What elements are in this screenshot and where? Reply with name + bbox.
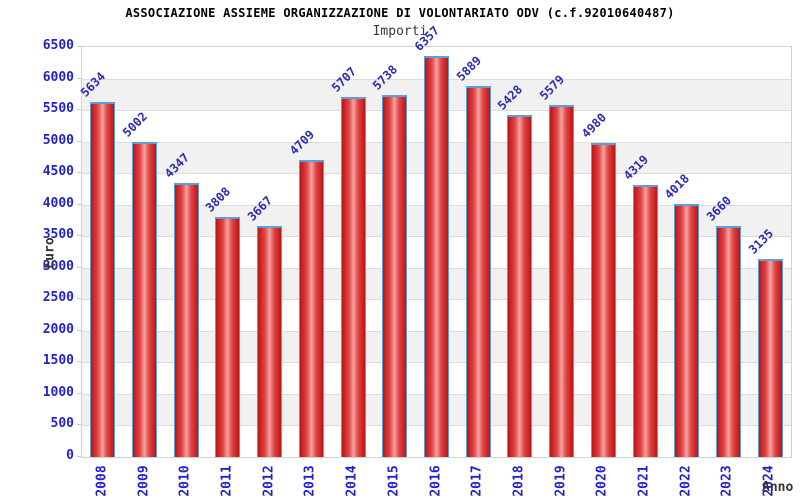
y-tick-label: 6000	[42, 69, 74, 85]
y-tick-mark	[77, 329, 81, 331]
x-tick-label: 2012	[261, 465, 277, 497]
y-tick-label: 2500	[42, 290, 74, 306]
x-tick-label: 2022	[678, 465, 694, 497]
y-tick-mark	[77, 140, 81, 142]
y-tick-mark	[77, 203, 81, 205]
bar-2012	[257, 225, 283, 457]
bar-2011	[215, 216, 241, 457]
x-tick-label: 2008	[94, 465, 110, 497]
x-tick-label: 2023	[719, 465, 735, 497]
x-tick-label: 2017	[469, 465, 485, 497]
y-tick-mark	[77, 235, 81, 237]
y-tick-label: 1000	[42, 384, 74, 400]
bar-2013	[298, 159, 324, 457]
y-tick-label: 500	[50, 416, 74, 432]
y-tick-mark	[77, 266, 81, 268]
bar-2014	[340, 97, 366, 457]
bar-2017	[465, 85, 491, 457]
x-tick-label: 2010	[177, 465, 193, 497]
x-tick-label: 2021	[636, 465, 652, 497]
y-tick-label: 4000	[42, 195, 74, 211]
x-tick-label: 2014	[344, 465, 360, 497]
y-tick-mark	[77, 172, 81, 174]
bar-2020	[590, 142, 616, 457]
y-tick-mark	[77, 46, 81, 47]
bar-2018	[507, 114, 533, 457]
y-tick-label: 5000	[42, 132, 74, 148]
y-tick-label: 0	[66, 448, 74, 463]
y-tick-mark	[77, 109, 81, 111]
x-tick-label: 2019	[553, 465, 569, 497]
x-tick-label: 2009	[136, 465, 152, 497]
y-tick-label: 5500	[42, 101, 74, 117]
x-axis-title: Anno	[762, 480, 794, 495]
y-tick-mark	[77, 298, 81, 300]
x-tick-label: 2011	[219, 465, 235, 497]
x-tick-label: 2018	[511, 465, 527, 497]
x-tick-label: 2015	[386, 465, 402, 497]
bar-2016	[424, 56, 449, 457]
y-axis-title: Euro	[42, 237, 58, 269]
y-tick-label: 3500	[42, 227, 74, 243]
bar-2019	[549, 105, 575, 457]
bar-2008	[90, 101, 116, 457]
bar-2024	[757, 259, 783, 457]
chart-subtitle: Importi	[372, 24, 428, 39]
plot-area: 5634 5002 4347 3808 3667 4709 5707 5738 6357 5889…	[78, 23, 792, 458]
y-tick-label: 4500	[42, 164, 74, 180]
y-tick-mark	[77, 456, 81, 457]
bar-2009	[132, 141, 158, 457]
y-tick-mark	[77, 77, 81, 79]
x-tick-label: 2013	[302, 465, 318, 497]
x-tick-label: 2016	[428, 465, 443, 497]
x-tick-label: 2020	[594, 465, 610, 497]
bar-2010	[173, 182, 199, 457]
bar-2015	[382, 95, 408, 457]
bar-2021	[632, 184, 658, 457]
bar-2022	[674, 203, 700, 457]
y-tick-label: 6500	[42, 38, 74, 53]
chart-title: ASSOCIAZIONE ASSIEME ORGANIZZAZIONE DI V…	[125, 6, 675, 20]
y-tick-label: 3000	[42, 258, 74, 274]
y-tick-label: 2000	[42, 321, 74, 337]
bar-2023	[715, 226, 741, 457]
y-tick-mark	[77, 424, 81, 426]
y-tick-mark	[77, 361, 81, 363]
y-tick-label: 1500	[42, 353, 74, 369]
y-tick-mark	[77, 392, 81, 394]
